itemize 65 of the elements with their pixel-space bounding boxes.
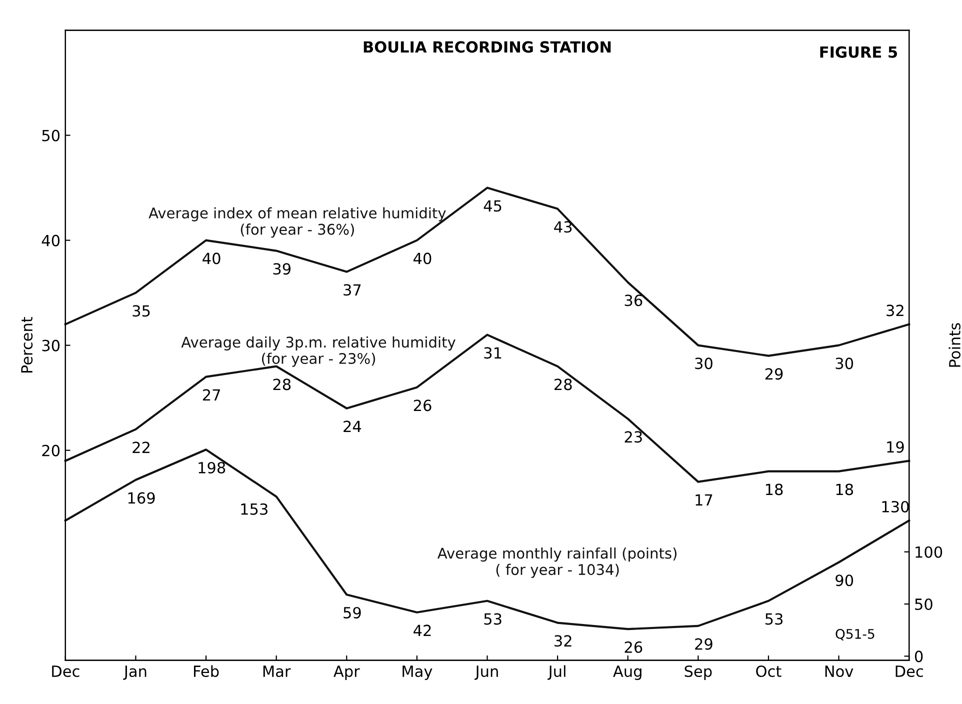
data-label: 43 [554, 221, 572, 233]
data-label: 90 [836, 574, 854, 586]
data-label: 53 [765, 613, 783, 625]
data-label: 19 [887, 441, 904, 453]
y-tick-label: 50 [42, 130, 60, 142]
y-tick-label: 30 [42, 340, 60, 352]
data-label: 29 [765, 368, 783, 380]
data-label: 35 [132, 305, 150, 317]
data-label: 17 [696, 494, 712, 506]
data-label: 26 [624, 641, 642, 653]
data-label: 32 [554, 635, 572, 647]
data-label: 45 [484, 200, 502, 212]
data-label: 42 [414, 624, 431, 636]
data-label: 26 [414, 400, 432, 412]
y2-tick-label: 50 [915, 598, 932, 610]
series-label: Average index of mean relative humidity (for year - 36%) [148, 207, 446, 238]
data-label: 22 [132, 442, 150, 453]
x-tick-label: Aug [613, 666, 642, 680]
x-tick-label: Sep [684, 665, 712, 680]
data-label: 18 [836, 484, 854, 496]
data-label: 23 [624, 431, 642, 443]
data-label: 59 [344, 606, 361, 619]
x-tick-label: Jun [474, 666, 498, 680]
data-label: 27 [202, 389, 220, 400]
data-label: 30 [836, 358, 854, 370]
x-tick-label: Dec [52, 666, 80, 678]
y2-tick-label: 0 [914, 650, 923, 662]
data-label: 28 [273, 378, 291, 390]
data-label: 40 [414, 252, 432, 264]
x-tick-label: Dec [896, 666, 923, 678]
annotation: Q51-5 [836, 628, 874, 640]
y2-tick-label: 100 [916, 546, 942, 558]
data-label: 29 [695, 638, 712, 650]
x-tick-label: Oct [756, 665, 782, 678]
data-label: 31 [484, 347, 502, 359]
x-tick-label: Apr [334, 666, 360, 680]
data-label: 40 [202, 252, 220, 264]
data-label: 32 [886, 304, 904, 316]
y-axis-title: Percent [21, 316, 33, 373]
data-label: 39 [273, 263, 291, 275]
y-tick-label: 20 [42, 444, 60, 456]
text: Average monthly rainfall (points) ( for year - 1034) [437, 547, 676, 578]
x-tick-label: Jan [123, 666, 146, 680]
x-tick-label: May [402, 666, 432, 680]
x-tick-label: Nov [825, 666, 854, 678]
data-label: 24 [344, 420, 362, 432]
x-tick-label: Feb [194, 665, 219, 678]
data-label: 18 [766, 484, 783, 496]
data-label: 28 [554, 378, 572, 390]
data-label: 153 [241, 503, 268, 515]
data-label: 198 [198, 462, 226, 474]
y-tick-label: 40 [42, 234, 60, 246]
x-tick-label: Mar [263, 666, 291, 678]
x-tick-label: Jul [548, 665, 566, 680]
line-series [64, 334, 910, 483]
annotation: FIGURE 5 [820, 46, 898, 58]
text: BOULIA RECORDING STATION [364, 41, 611, 53]
data-label: 37 [344, 284, 361, 296]
data-label: 30 [695, 358, 712, 370]
data-label: 169 [128, 492, 155, 504]
y2-axis-title: Points [948, 323, 960, 367]
data-label: 53 [484, 613, 502, 625]
series-label: Average daily 3p.m. relative humidity (for year - 23%) [181, 336, 456, 367]
data-label: 130 [882, 500, 909, 512]
data-label: 36 [624, 294, 642, 306]
